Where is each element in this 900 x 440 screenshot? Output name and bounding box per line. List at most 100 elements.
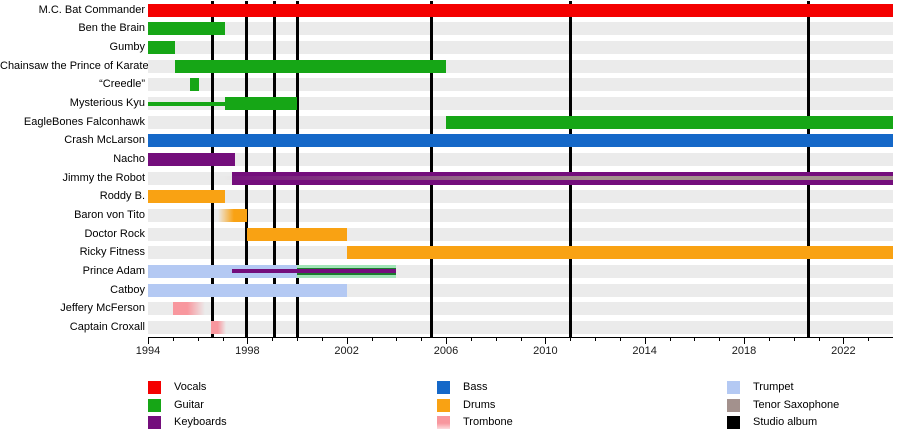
legend-item: Bass xyxy=(437,381,637,395)
legend-swatch-vocals xyxy=(148,381,161,394)
legend-item: Drums xyxy=(437,398,637,413)
member-label: Captain Croxall xyxy=(69,320,145,333)
legend-label: Studio album xyxy=(753,416,818,428)
timeline-row-band xyxy=(148,190,893,204)
studio-album-marker xyxy=(568,1,572,337)
legend-swatch-bass xyxy=(437,381,450,394)
x-axis-minor-tick xyxy=(222,337,224,341)
member-label: Jimmy the Robot xyxy=(62,171,145,184)
member-label: Crash McLarson xyxy=(64,134,145,147)
timeline-bar-vocals xyxy=(148,3,893,17)
legend-swatch-tenor-saxophone xyxy=(727,398,740,412)
x-axis-minor-tick xyxy=(768,337,770,341)
legend-item: Guitar xyxy=(148,398,348,413)
x-axis-tick-label: 1998 xyxy=(235,344,260,357)
legend-label: Vocals xyxy=(174,381,207,393)
x-axis-minor-tick xyxy=(197,337,199,341)
x-axis-minor-tick xyxy=(172,337,174,341)
member-label: Ricky Fitness xyxy=(79,246,145,259)
timeline-bar-guitar xyxy=(148,41,176,55)
legend-item: Tenor Saxophone xyxy=(727,398,900,413)
x-axis-tick-label: 1994 xyxy=(135,344,161,357)
x-axis-minor-tick xyxy=(669,337,671,341)
x-axis-major-tick xyxy=(148,337,149,344)
legend-swatch-keyboards xyxy=(148,416,161,429)
legend-label: Trombone xyxy=(463,416,513,428)
legend-swatch-trombone xyxy=(437,416,450,429)
legend-swatch-studio-album xyxy=(727,416,740,429)
x-axis-minor-tick xyxy=(818,337,820,341)
member-label: Ben the Brain xyxy=(78,22,145,35)
timeline-row-band xyxy=(148,78,893,92)
legend-label: Keyboards xyxy=(174,416,227,428)
timeline-bar-drums xyxy=(217,208,248,222)
x-axis-major-tick xyxy=(346,337,348,344)
timeline-bar-trumpet xyxy=(148,264,302,278)
x-axis-minor-tick xyxy=(694,337,696,341)
x-axis-minor-tick xyxy=(371,337,373,341)
timeline-bar-guitar xyxy=(148,101,225,106)
timeline-bar-trumpet xyxy=(148,283,347,297)
x-axis-minor-tick xyxy=(495,337,497,341)
x-axis-minor-tick xyxy=(595,337,596,341)
studio-album-marker xyxy=(807,1,811,337)
x-axis-minor-tick xyxy=(421,337,423,341)
legend-label: Trumpet xyxy=(753,381,794,393)
x-axis-line xyxy=(148,336,893,338)
x-axis-major-tick xyxy=(247,337,249,344)
studio-album-marker xyxy=(211,1,215,337)
x-axis-minor-tick xyxy=(520,337,522,341)
x-axis-minor-tick xyxy=(619,337,621,341)
legend-item: Trumpet xyxy=(727,381,900,395)
timeline-bar-drums xyxy=(346,246,893,260)
timeline-bar-drums xyxy=(247,227,347,241)
studio-album-marker xyxy=(273,1,277,337)
legend-label: Tenor Saxophone xyxy=(753,398,840,411)
x-axis-minor-tick xyxy=(470,337,472,341)
timeline-row-band xyxy=(148,97,893,111)
x-axis-major-tick xyxy=(744,337,745,344)
timeline-bar-guitar xyxy=(190,78,199,92)
timeline-row-band xyxy=(148,41,893,55)
x-axis-tick-label: 2010 xyxy=(533,344,558,357)
member-label: Nacho xyxy=(113,153,145,166)
timeline-row-band xyxy=(148,320,893,334)
timeline-bar-trombone xyxy=(172,302,206,316)
member-label: Catboy xyxy=(110,283,145,296)
x-axis-tick-label: 2022 xyxy=(831,344,856,357)
member-label: Mysterious Kyu xyxy=(69,97,145,110)
x-axis-minor-tick xyxy=(297,337,298,341)
legend-label: Bass xyxy=(463,381,488,393)
x-axis-tick-label: 2006 xyxy=(433,344,459,357)
timeline-bar-bass xyxy=(148,134,893,148)
x-axis-minor-tick xyxy=(321,337,323,341)
x-axis-major-tick xyxy=(843,337,845,344)
timeline-bar-drums xyxy=(148,190,225,204)
timeline-bar-tenor-saxophone xyxy=(217,176,893,181)
studio-album-marker xyxy=(244,1,248,337)
x-axis-minor-tick xyxy=(868,337,870,341)
legend-item: Vocals xyxy=(148,381,348,395)
x-axis-major-tick xyxy=(446,337,447,344)
x-axis-minor-tick xyxy=(719,337,721,341)
x-axis-major-tick xyxy=(644,337,646,344)
member-label: Doctor Rock xyxy=(84,227,145,240)
legend-swatch-drums xyxy=(437,398,450,412)
member-label: “Creedle” xyxy=(99,78,145,91)
x-axis-minor-tick xyxy=(793,337,795,341)
timeline-bar-guitar xyxy=(446,115,893,129)
x-axis-major-tick xyxy=(545,337,547,344)
timeline-bar-trombone xyxy=(211,320,227,334)
member-label: Baron von Tito xyxy=(74,208,145,221)
timeline-bar-guitar xyxy=(148,22,225,36)
timeline-row-band xyxy=(148,153,893,167)
member-label: Prince Adam xyxy=(82,264,145,277)
timeline-row-band xyxy=(148,208,893,222)
x-axis-minor-tick xyxy=(570,337,572,341)
member-label: Jeffery McFerson xyxy=(60,302,145,315)
legend-swatch-guitar xyxy=(148,398,161,412)
member-label: Roddy B. xyxy=(99,190,145,203)
timeline-bar-guitar xyxy=(175,59,446,73)
studio-album-marker xyxy=(429,1,433,337)
x-axis-minor-tick xyxy=(272,337,274,341)
